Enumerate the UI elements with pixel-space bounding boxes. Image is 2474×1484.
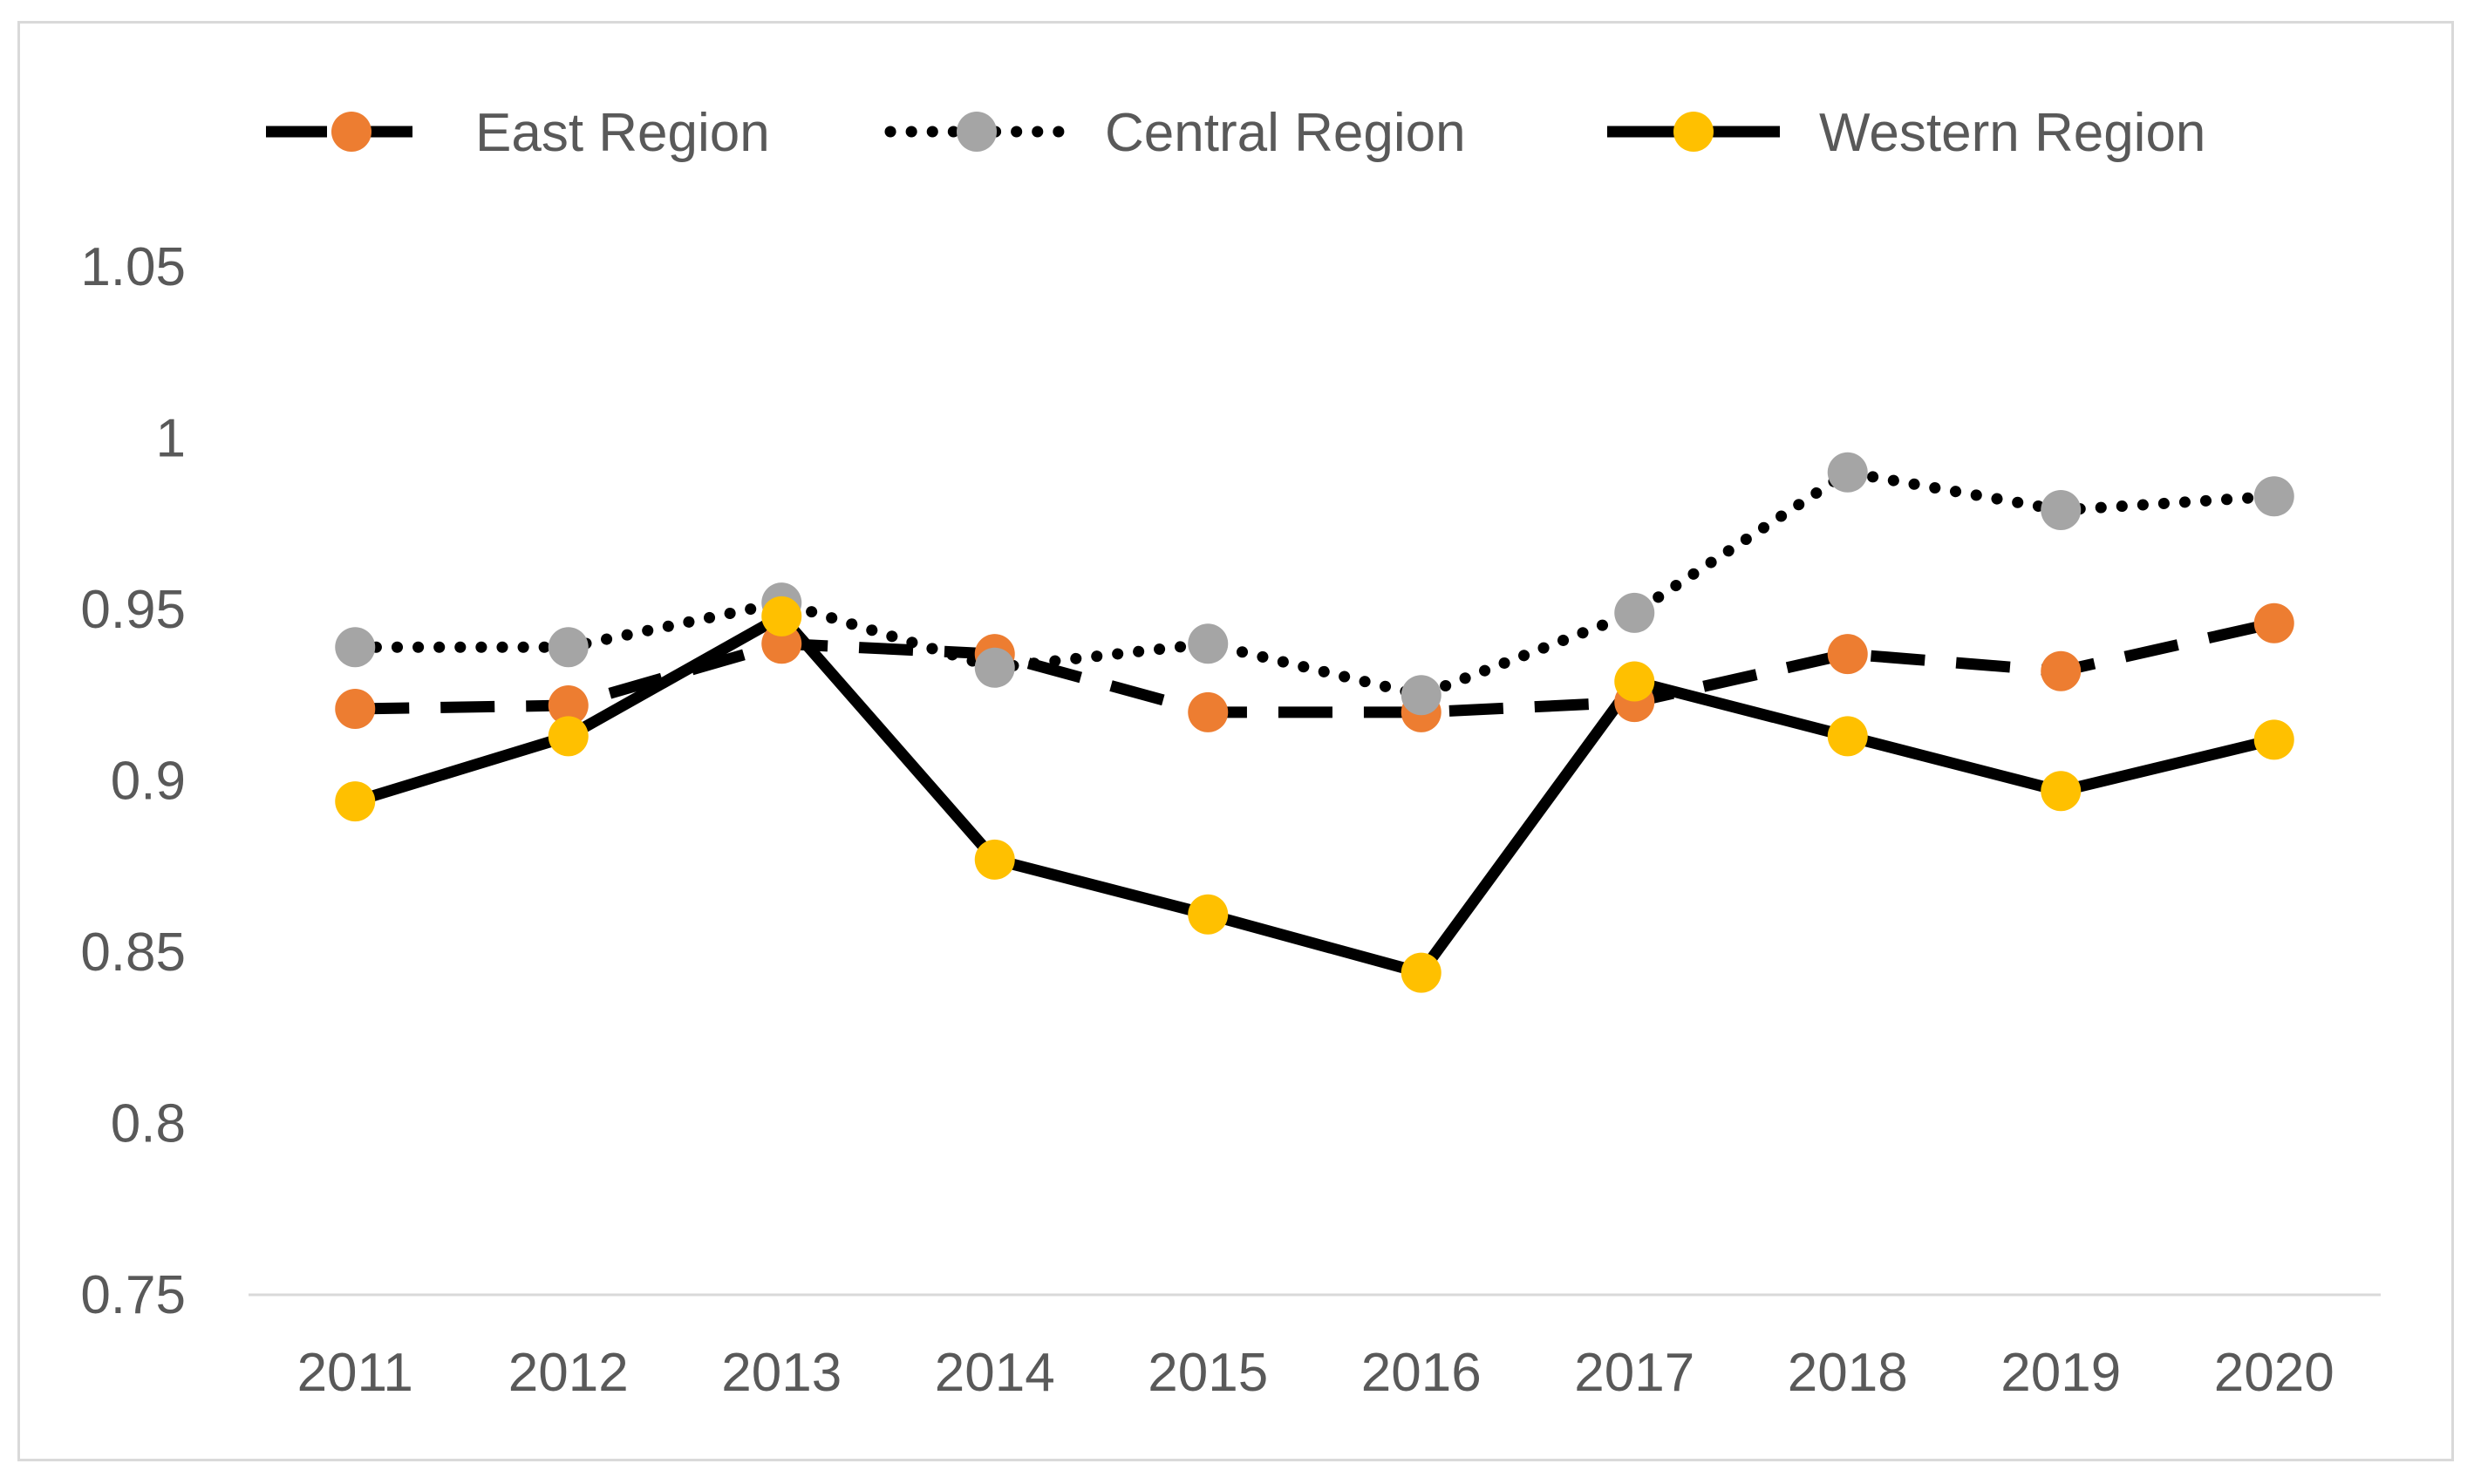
series-lines bbox=[349, 466, 2280, 979]
series-markers bbox=[335, 452, 2294, 993]
data-point-east-region bbox=[1827, 634, 1868, 675]
x-tick-label: 2018 bbox=[1788, 1343, 1908, 1403]
data-point-western-region bbox=[1827, 716, 1868, 757]
legend-marker bbox=[331, 112, 371, 152]
data-point-central-region bbox=[2253, 476, 2294, 517]
x-tick-label: 2015 bbox=[1148, 1343, 1268, 1403]
data-point-western-region bbox=[335, 781, 376, 822]
y-tick-label: 0.95 bbox=[80, 580, 186, 640]
data-point-central-region bbox=[1401, 675, 1441, 716]
legend-item-central-region: Central Region bbox=[884, 103, 1466, 163]
data-point-western-region bbox=[1188, 894, 1229, 935]
y-axis: 0.75 0.8 0.85 0.9 0.95 1 1.05 bbox=[80, 237, 186, 1325]
data-point-central-region bbox=[548, 627, 589, 668]
x-tick-label: 2013 bbox=[721, 1343, 842, 1403]
data-point-east-region bbox=[548, 685, 589, 726]
legend-marker bbox=[957, 112, 997, 152]
series-line-east-region bbox=[355, 617, 2276, 718]
data-point-east-region bbox=[335, 688, 376, 729]
data-point-central-region bbox=[335, 627, 376, 668]
line-chart: East Region Central Region Western Region … bbox=[80, 103, 2381, 1403]
y-tick-label: 0.9 bbox=[111, 752, 186, 812]
data-point-western-region bbox=[1401, 952, 1441, 993]
data-point-central-region bbox=[1614, 592, 1655, 633]
data-point-east-region bbox=[1188, 691, 1229, 732]
x-tick-label: 2020 bbox=[2214, 1343, 2334, 1403]
x-tick-label: 2014 bbox=[935, 1343, 1055, 1403]
data-point-western-region bbox=[2041, 771, 2082, 812]
series-line-western-region bbox=[353, 610, 2276, 979]
legend-item-east-region: East Region bbox=[266, 103, 770, 163]
legend-item-western-region: Western Region bbox=[1607, 103, 2205, 163]
legend-label: East Region bbox=[475, 103, 770, 163]
series-line-central-region bbox=[349, 466, 2280, 701]
x-tick-label: 2011 bbox=[297, 1343, 413, 1403]
legend-label: Western Region bbox=[1819, 103, 2205, 163]
data-point-western-region bbox=[761, 596, 802, 636]
x-tick-label: 2012 bbox=[508, 1343, 629, 1403]
x-tick-label: 2019 bbox=[2000, 1343, 2121, 1403]
y-tick-label: 0.85 bbox=[80, 922, 186, 983]
x-tick-label: 2016 bbox=[1361, 1343, 1482, 1403]
chart-frame: East Region Central Region Western Region … bbox=[17, 21, 2454, 1461]
y-tick-label: 1.05 bbox=[80, 237, 186, 297]
data-point-western-region bbox=[974, 839, 1015, 880]
data-point-east-region bbox=[2253, 602, 2294, 643]
data-point-western-region bbox=[2253, 719, 2294, 760]
data-point-central-region bbox=[2041, 490, 2082, 531]
data-point-central-region bbox=[1188, 623, 1229, 664]
data-point-central-region bbox=[974, 647, 1015, 688]
y-tick-label: 0.75 bbox=[80, 1265, 186, 1325]
legend-label: Central Region bbox=[1105, 103, 1466, 163]
data-point-east-region bbox=[761, 623, 802, 664]
y-tick-label: 0.8 bbox=[111, 1094, 186, 1154]
y-tick-label: 1 bbox=[156, 409, 186, 469]
data-point-east-region bbox=[2041, 650, 2082, 691]
x-tick-label: 2017 bbox=[1574, 1343, 1694, 1403]
legend-marker bbox=[1673, 112, 1714, 152]
data-point-central-region bbox=[1827, 452, 1868, 493]
data-point-western-region bbox=[548, 716, 589, 757]
legend: East Region Central Region Western Region bbox=[266, 103, 2205, 163]
x-axis: 2011 2012 2013 2014 2015 2016 2017 2018 2019 2020 bbox=[249, 1293, 2381, 1403]
data-point-western-region bbox=[1614, 661, 1655, 702]
